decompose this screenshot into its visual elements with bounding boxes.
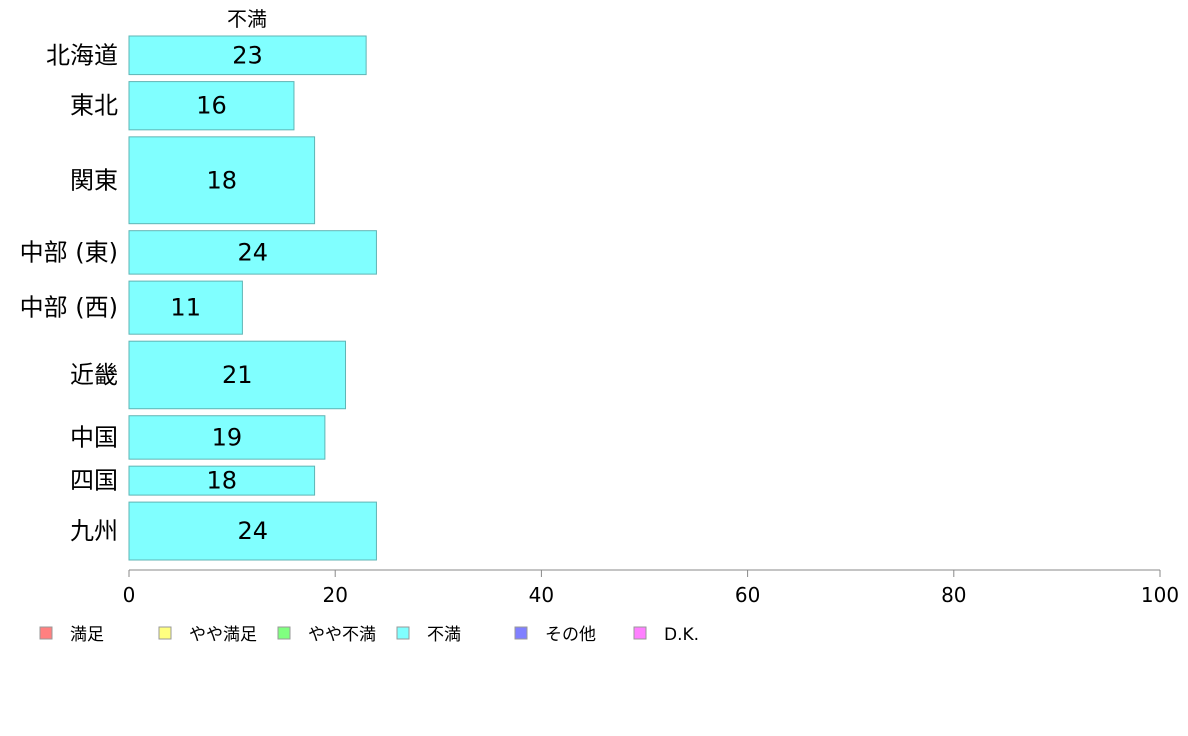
bar-0 [128,35,367,76]
value-label-4: 11 [170,294,201,322]
legend: 満足 やや満足 やや不満 不満 その他 D.K. [39,625,699,645]
category-label-6: 中国 [70,423,118,451]
category-label-4: 中部 (西) [20,294,118,322]
legend-label-0: 満足 [70,625,104,645]
x-tick-label-3: 60 [735,583,760,607]
legend-label-3: 不満 [427,625,461,645]
value-label-1: 16 [196,92,227,120]
bar-4 [128,280,243,335]
legend-swatch-0 [39,626,53,640]
x-tick-label-5: 100 [1141,583,1179,607]
x-axis: 0 20 40 60 80 100 [123,569,1179,607]
bar-5 [128,340,347,410]
category-label-3: 中部 (東) [20,238,118,266]
x-tick-label-4: 80 [941,583,966,607]
legend-label-1: やや満足 [189,625,257,645]
value-label-7: 18 [207,467,238,495]
bar-2 [128,136,316,225]
x-tick-label-1: 20 [322,583,347,607]
bar-8 [128,501,377,561]
category-label-7: 四国 [70,467,118,495]
value-label-2: 18 [207,166,238,194]
x-tick-label-0: 0 [123,583,136,607]
bar-1 [128,81,295,131]
category-label-1: 東北 [70,92,118,120]
bars-group: 北海道 23 東北 16 関東 18 中部 (東) 24 中部 (西) 11 近畿 21 中国 19 四国 1… [20,35,377,561]
x-tick-label-2: 40 [529,583,554,607]
value-label-3: 24 [237,238,268,266]
bar-6 [128,415,326,460]
series-title: 不満 [227,7,267,31]
value-label-8: 24 [237,517,268,545]
legend-swatch-1 [158,626,172,640]
bar-3 [128,230,377,275]
value-label-5: 21 [222,361,253,389]
bar-7 [128,465,316,496]
legend-swatch-5 [633,626,647,640]
category-label-8: 九州 [70,517,118,545]
category-label-5: 近畿 [70,361,118,389]
value-label-0: 23 [232,41,263,69]
legend-label-4: その他 [545,625,596,645]
category-label-0: 北海道 [46,41,118,69]
legend-label-5: D.K. [664,625,699,645]
legend-swatch-3 [396,626,410,640]
legend-label-2: やや不満 [308,625,376,645]
value-label-6: 19 [212,423,243,451]
legend-swatch-2 [277,626,291,640]
category-label-2: 関東 [70,166,118,194]
legend-swatch-4 [514,626,528,640]
